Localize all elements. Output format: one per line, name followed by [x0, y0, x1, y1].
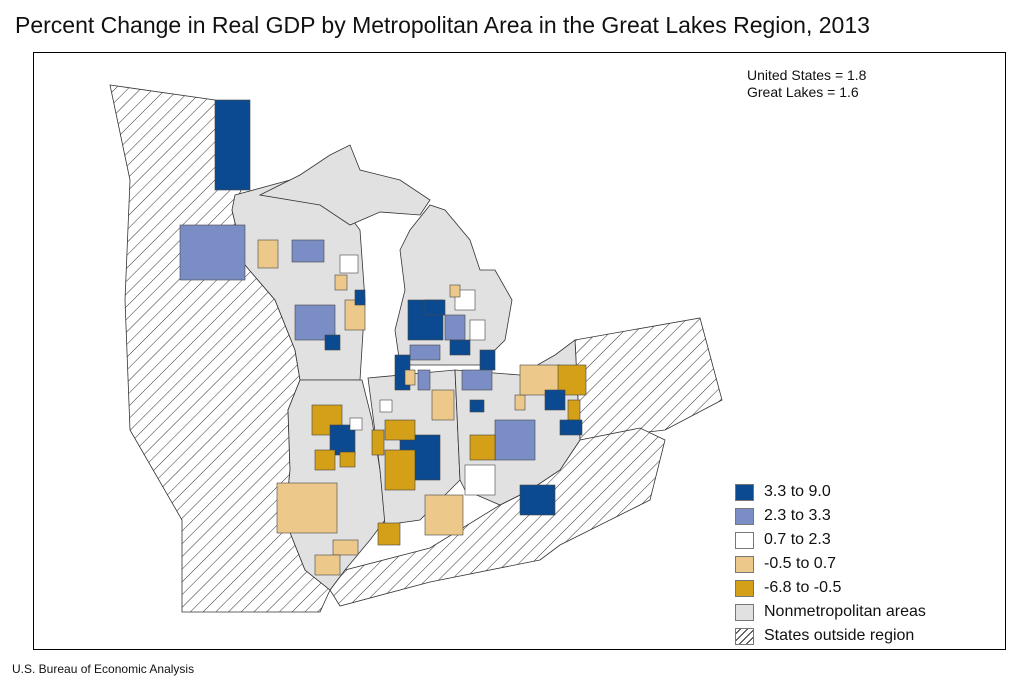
legend-swatch [735, 507, 754, 525]
metro-area [214, 99, 251, 191]
metro-area [409, 344, 441, 361]
legend-label: -6.8 to -0.5 [764, 579, 842, 596]
metro-area [339, 451, 356, 468]
metro-area [384, 419, 416, 441]
source-credit: U.S. Bureau of Economic Analysis [12, 662, 195, 676]
legend-label: 3.3 to 9.0 [764, 483, 831, 500]
metro-area [417, 369, 431, 391]
legend-item: States outside region [735, 624, 926, 648]
metro-area [314, 449, 336, 471]
legend: 3.3 to 9.0 2.3 to 3.3 0.7 to 2.3 -0.5 to… [735, 480, 926, 648]
metro-area [494, 419, 536, 461]
summary-notes: United States = 1.8 Great Lakes = 1.6 [747, 67, 866, 101]
map-title: Percent Change in Real GDP by Metropolit… [15, 12, 870, 38]
metro-area [379, 399, 393, 413]
metro-area [314, 554, 341, 576]
metro-area [469, 319, 486, 341]
legend-item: 0.7 to 2.3 [735, 528, 926, 552]
legend-swatch [735, 579, 754, 597]
state-michigan-upper [258, 144, 431, 226]
metro-area [559, 419, 583, 436]
metro-area [404, 369, 416, 386]
great-lakes-note: Great Lakes = 1.6 [747, 84, 859, 100]
metro-area [332, 539, 359, 556]
metro-area [567, 399, 581, 421]
legend-swatch [735, 603, 754, 621]
metro-area [384, 449, 416, 491]
metro-area [461, 369, 493, 391]
metro-area [424, 299, 446, 316]
metro-area [354, 289, 366, 306]
metro-area [449, 284, 461, 298]
metro-area [257, 239, 279, 269]
legend-item: Nonmetropolitan areas [735, 600, 926, 624]
metro-area [294, 304, 336, 341]
metro-area [179, 224, 246, 281]
metro-area [339, 254, 359, 274]
legend-item: -6.8 to -0.5 [735, 576, 926, 600]
legend-label: States outside region [764, 627, 915, 644]
metro-area [449, 339, 471, 356]
metro-area [291, 239, 325, 263]
legend-item: -0.5 to 0.7 [735, 552, 926, 576]
legend-swatch-hatch [735, 627, 754, 645]
metro-area [377, 522, 401, 546]
metro-area [324, 334, 341, 351]
metro-area [371, 429, 385, 456]
legend-swatch [735, 531, 754, 549]
metro-area [464, 464, 496, 496]
metro-area [544, 389, 566, 411]
metro-area [479, 349, 496, 371]
metro-area [334, 274, 348, 291]
metro-area [519, 484, 556, 516]
map-frame [33, 52, 1006, 650]
legend-item: 2.3 to 3.3 [735, 504, 926, 528]
legend-label: 0.7 to 2.3 [764, 531, 831, 548]
legend-label: -0.5 to 0.7 [764, 555, 837, 572]
legend-label: Nonmetropolitan areas [764, 603, 926, 620]
metro-area [444, 314, 466, 341]
metro-area [311, 404, 343, 436]
legend-item: 3.3 to 9.0 [735, 480, 926, 504]
us-note: United States = 1.8 [747, 67, 867, 83]
metro-area [469, 399, 485, 413]
metro-area [431, 389, 455, 421]
metro-area [469, 434, 496, 461]
metro-area [424, 494, 464, 536]
state-outside-pennsylvania [574, 317, 723, 441]
legend-swatch [735, 555, 754, 573]
metro-area [349, 417, 363, 431]
metro-area [514, 394, 526, 411]
legend-swatch [735, 483, 754, 501]
legend-label: 2.3 to 3.3 [764, 507, 831, 524]
metro-area [276, 482, 338, 534]
